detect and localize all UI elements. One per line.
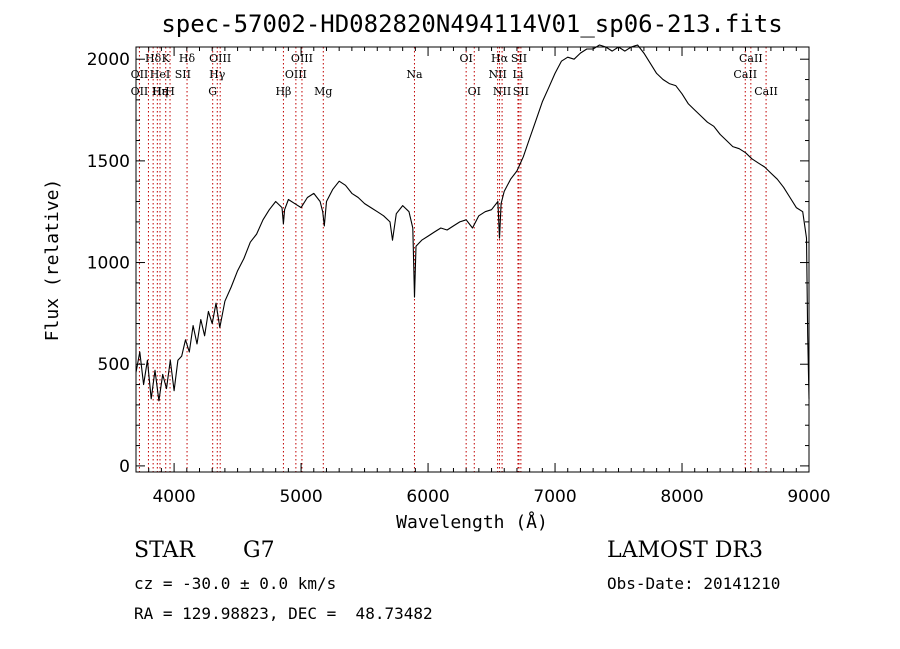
spectral-line-label: Hδ [145, 52, 162, 65]
survey-name: LAMOST DR3 [607, 538, 763, 563]
spectral-line-label: NII [488, 68, 506, 81]
spectral-line-label: Hδ [179, 52, 196, 65]
spectral-line-label: SII [175, 68, 191, 81]
spectral-line-label: H [165, 85, 175, 98]
x-axis: 4000 5000 6000 7000 8000 9000 [135, 47, 831, 507]
spectral-line-label: Li [513, 68, 524, 81]
x-tick-label: 7000 [533, 487, 576, 507]
object-type: STAR [134, 538, 195, 563]
y-axis-label: Flux (relative) [42, 179, 63, 342]
y-axis: 0 500 1000 1500 2000 [87, 50, 809, 477]
redshift-cz: cz = -30.0 ± 0.0 km/s [134, 574, 337, 593]
plot-frame [135, 46, 810, 473]
spectral-line-label: CaII [739, 52, 763, 65]
y-tick-label: 1500 [87, 152, 130, 172]
coordinates: RA = 129.98823, DEC = 48.73482 [134, 604, 433, 623]
x-tick-label: 5000 [279, 487, 322, 507]
flux-series-line [135, 44, 810, 402]
spectral-line-label: G [208, 85, 217, 98]
series-group [135, 44, 810, 402]
y-tick-label: 2000 [87, 50, 130, 70]
x-tick-label: 9000 [787, 487, 830, 507]
spectral-line-label: Hγ [209, 68, 226, 81]
spectral-line-label: K [162, 52, 171, 65]
chart-title: spec-57002-HD082820N494114V01_sp06-213.f… [161, 10, 782, 38]
spectral-line-label: CaII [754, 85, 778, 98]
x-axis-label: Wavelength (Å) [396, 511, 548, 533]
spectral-line-label: OI [468, 85, 481, 98]
spectral-line-label: OII [131, 85, 149, 98]
spectral-line-label: HeI [150, 68, 170, 81]
spectral-line-label: CaII [733, 68, 757, 81]
spectral-line-label: Hε [152, 85, 168, 98]
spectral-line-label: Hβ [275, 85, 291, 98]
y-tick-label: 500 [98, 355, 130, 375]
y-tick-label: 1000 [87, 254, 130, 274]
spectral-line-label: SII [511, 52, 527, 65]
spectral-line-label: Na [406, 68, 423, 81]
spectral-line-label: OIII [291, 52, 313, 65]
x-tick-label: 4000 [152, 487, 195, 507]
spectral-line-label: OIII [209, 52, 231, 65]
obs-date: Obs-Date: 20141210 [607, 574, 781, 593]
spectral-line-label: Mg [314, 85, 332, 98]
y-tick-label: 0 [119, 457, 130, 477]
spectral-line-label: NII [493, 85, 511, 98]
x-tick-label: 6000 [406, 487, 449, 507]
spectral-line-markers [138, 47, 767, 472]
spectral-line-label: OI [459, 52, 472, 65]
spectral-line-label: Hη [152, 85, 168, 98]
x-tick-label: 8000 [660, 487, 703, 507]
spectral-line-label: SII [513, 85, 529, 98]
spectral-class: G7 [243, 538, 275, 563]
spectral-line-label: Hα [491, 52, 509, 65]
spectral-line-label: OIII [285, 68, 307, 81]
spectral-line-label: OII [131, 68, 149, 81]
